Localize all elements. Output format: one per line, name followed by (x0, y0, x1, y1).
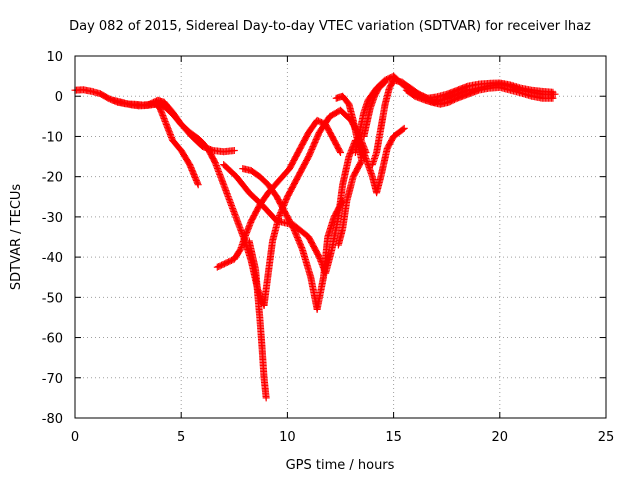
data-point (262, 394, 270, 402)
series-track-9 (220, 124, 408, 277)
series-track-7 (245, 237, 270, 402)
y-axis-ticks: -80 -70 -60 -50 -40 -30 -20 -10 0 10 (42, 50, 606, 427)
data-point (337, 149, 344, 157)
data-point (549, 94, 557, 102)
series-track-10 (332, 92, 366, 249)
x-tick-label: 0 (71, 430, 79, 445)
x-tick-label: 5 (177, 430, 185, 445)
series-track-8 (260, 106, 370, 309)
data-point (194, 179, 202, 187)
series-track-12 (368, 76, 559, 169)
y-tick-label: -20 (42, 171, 63, 186)
grid-lines (75, 56, 606, 418)
y-tick-label: -60 (42, 332, 63, 347)
data-point (334, 241, 342, 249)
x-axis-title: GPS time / hours (286, 458, 395, 473)
data-point (399, 125, 407, 133)
x-tick-label: 10 (279, 430, 296, 445)
data-point (336, 147, 344, 155)
y-tick-label: -50 (42, 291, 63, 306)
data-point (551, 90, 559, 98)
data-point (230, 147, 238, 155)
y-tick-label: -70 (42, 372, 63, 387)
plot-frame (74, 55, 607, 419)
data-point (194, 181, 202, 189)
data-point (380, 79, 388, 87)
series-track-2 (109, 96, 202, 189)
x-tick-label: 25 (598, 430, 615, 445)
x-axis-ticks: 0 5 10 15 20 25 (71, 56, 614, 445)
y-tick-label: -40 (42, 251, 63, 266)
series-track-14 (402, 83, 557, 108)
y-tick-label: 10 (46, 50, 63, 65)
y-tick-label: -80 (42, 412, 63, 427)
data-series (71, 72, 559, 402)
data-point (381, 78, 389, 86)
series-track-13 (360, 78, 389, 140)
data-point (400, 124, 408, 132)
y-tick-label: -30 (42, 211, 63, 226)
chart-title: Day 082 of 2015, Sidereal Day-to-day VTE… (69, 19, 591, 34)
x-tick-label: 15 (385, 430, 402, 445)
y-tick-label: -10 (42, 130, 63, 145)
x-tick-label: 20 (492, 430, 509, 445)
y-tick-label: 0 (55, 90, 63, 105)
y-axis-title: SDTVAR / TECUs (9, 184, 24, 291)
